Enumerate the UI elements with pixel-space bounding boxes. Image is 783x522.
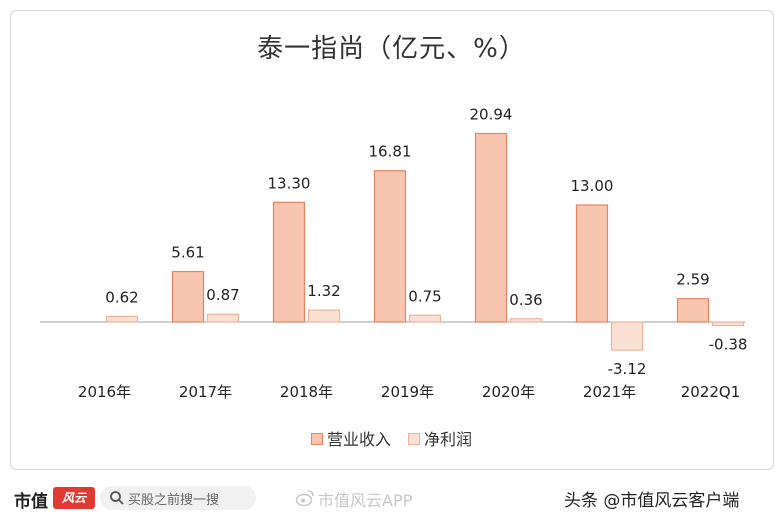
net-profit-label-5: -3.12 bbox=[608, 360, 647, 378]
net-profit-bar-5 bbox=[610, 321, 644, 351]
footer-bar: 市值 风云 买股之前搜一搜 市值风云APP 头条 @市值风云客户端 bbox=[0, 476, 783, 522]
legend-swatch-net-profit bbox=[408, 433, 421, 445]
search-placeholder: 买股之前搜一搜 bbox=[128, 493, 220, 508]
category-label-0: 2016年 bbox=[78, 383, 131, 401]
chart-title: 泰一指尚（亿元、%） bbox=[257, 34, 526, 64]
category-label-4: 2020年 bbox=[482, 383, 535, 401]
revenue-label-3: 16.81 bbox=[369, 143, 412, 161]
revenue-bar-6 bbox=[676, 298, 710, 323]
net-profit-bar-0 bbox=[105, 315, 139, 323]
legend-label-net-profit: 净利润 bbox=[424, 430, 473, 449]
revenue-bar-1 bbox=[171, 270, 205, 323]
category-label-6: 2022Q1 bbox=[681, 383, 741, 401]
revenue-bar-5 bbox=[575, 204, 609, 323]
category-label-1: 2017年 bbox=[179, 383, 232, 401]
net-profit-label-4: 0.36 bbox=[509, 291, 542, 309]
revenue-label-1: 5.61 bbox=[171, 244, 204, 262]
net-profit-bar-3 bbox=[408, 314, 442, 323]
revenue-bar-2 bbox=[272, 201, 306, 323]
watermark-text: 市值风云APP bbox=[318, 491, 413, 510]
search-box[interactable]: 买股之前搜一搜 bbox=[100, 486, 256, 510]
brand-logo-text: 市值 bbox=[14, 492, 48, 512]
net-profit-label-2: 1.32 bbox=[307, 282, 340, 300]
category-label-3: 2019年 bbox=[381, 383, 434, 401]
source-attribution: 头条 @市值风云客户端 bbox=[564, 491, 740, 511]
revenue-label-2: 13.30 bbox=[268, 174, 311, 192]
weibo-icon bbox=[295, 490, 314, 507]
category-label-5: 2021年 bbox=[583, 383, 636, 401]
legend-swatch-revenue bbox=[310, 433, 323, 445]
legend-item-net-profit[interactable]: 净利润 bbox=[408, 426, 472, 450]
net-profit-label-0: 0.62 bbox=[105, 288, 138, 306]
chart-legend: 营业收入 净利润 bbox=[0, 426, 783, 450]
revenue-label-6: 2.59 bbox=[676, 271, 709, 289]
revenue-label-4: 20.94 bbox=[470, 106, 513, 124]
brand-logo-mark: 风云 bbox=[53, 487, 95, 509]
net-profit-bar-6 bbox=[711, 321, 745, 327]
revenue-bar-3 bbox=[373, 170, 407, 323]
net-profit-label-6: -0.38 bbox=[709, 335, 748, 353]
legend-label-revenue: 营业收入 bbox=[326, 430, 391, 449]
category-label-2: 2018年 bbox=[280, 383, 333, 401]
net-profit-label-3: 0.75 bbox=[408, 287, 441, 305]
net-profit-bar-2 bbox=[307, 309, 341, 323]
net-profit-label-1: 0.87 bbox=[206, 286, 239, 304]
net-profit-bar-1 bbox=[206, 313, 240, 323]
revenue-label-5: 13.00 bbox=[571, 177, 614, 195]
search-icon bbox=[110, 491, 124, 505]
legend-item-revenue[interactable]: 营业收入 bbox=[310, 426, 391, 450]
revenue-bar-4 bbox=[474, 132, 508, 323]
net-profit-bar-4 bbox=[509, 318, 543, 323]
